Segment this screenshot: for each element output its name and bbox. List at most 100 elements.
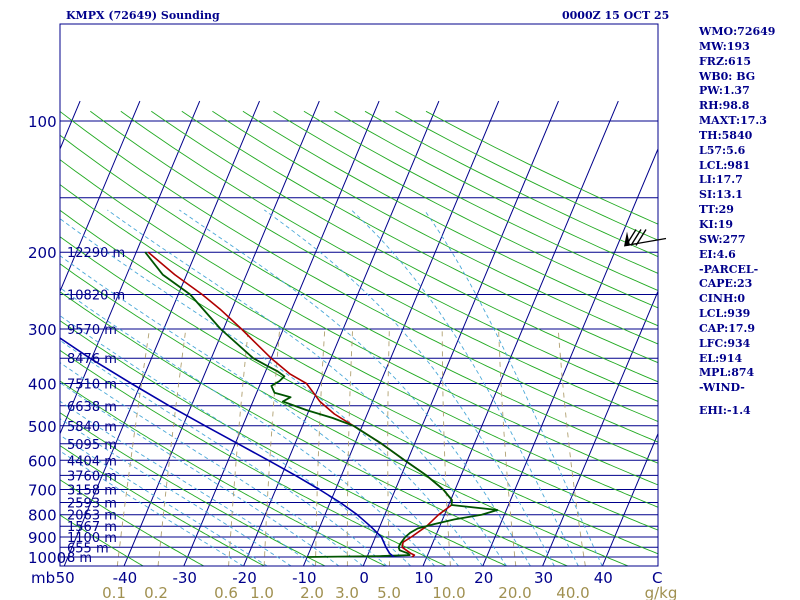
moist-adiabat <box>60 315 412 566</box>
height-label: 5840 m <box>67 420 117 435</box>
wind-barb-feather <box>630 229 642 246</box>
index-item: TT:29 <box>699 203 734 217</box>
pressure-tick-label: 400 <box>28 375 57 393</box>
index-item: PW:1.37 <box>699 84 750 98</box>
plot-frame <box>59 23 659 567</box>
dry-adiabat <box>151 110 658 383</box>
dry-adiabat <box>181 110 658 364</box>
moist-adiabat <box>424 209 603 566</box>
mixing-ratio-line <box>315 328 326 566</box>
pressure-tick-label: 700 <box>28 481 57 499</box>
height-label: 1567 m <box>67 520 117 535</box>
mixing-ratio-label: 20.0 <box>498 584 531 600</box>
wind-barb-flag <box>624 231 630 247</box>
height-label: 8 m <box>67 551 92 566</box>
index-item: LI:17.7 <box>699 173 743 187</box>
pressure-tick-label: 500 <box>28 418 57 436</box>
index-item: LFC:934 <box>699 336 751 350</box>
dry-adiabat <box>60 445 266 566</box>
dry-adiabat <box>60 110 658 443</box>
isotherm-line <box>542 289 658 566</box>
dry-adiabat <box>60 479 205 566</box>
mixing-ratio-line <box>387 328 390 566</box>
height-label: 3158 m <box>67 483 117 498</box>
valid-time: 0000Z 15 OCT 25 <box>562 9 670 22</box>
index-item: CAP:17.9 <box>699 321 756 335</box>
temperature-tick-label: 30 <box>534 569 553 587</box>
isotherm-line <box>123 100 320 566</box>
index-item: MPL:874 <box>699 366 755 380</box>
height-label: 4404 m <box>67 454 117 469</box>
isotherm-line <box>0 101 20 568</box>
isotherm-line <box>63 100 260 566</box>
wind-barb <box>624 229 667 247</box>
dry-adiabat <box>60 184 658 508</box>
mixing-ratio-label: 10.0 <box>432 584 465 600</box>
height-label: 7510 m <box>67 377 117 392</box>
dry-adiabat <box>60 320 508 566</box>
moist-adiabat <box>264 209 555 566</box>
index-item <box>699 396 775 404</box>
indices-panel: WMO:72649 MW:193 FRZ:615 WB0: BG PW:1.37 RH:9… <box>699 25 775 419</box>
y-axis-unit-label: mb <box>31 569 55 587</box>
temperature-tick-label: -20 <box>232 569 257 587</box>
dry-adiabat <box>60 349 448 566</box>
moist-adiabat <box>60 255 460 566</box>
index-item: MW:193 <box>699 39 750 53</box>
index-item: -PARCEL- <box>699 262 759 276</box>
x-axis-unit-label: C <box>652 569 662 587</box>
pressure-tick-label: 100 <box>28 113 57 131</box>
dry-adiabat <box>60 514 145 566</box>
index-item: EL:914 <box>699 351 743 365</box>
temperature-tick-label: 40 <box>594 569 613 587</box>
dry-adiabat <box>120 110 658 402</box>
index-item: FRZ:615 <box>699 54 752 68</box>
height-label: 5095 m <box>67 438 117 453</box>
mixing-ratio-label: 3.0 <box>335 584 359 600</box>
wind-barb-feather <box>635 229 647 246</box>
parcel-line <box>60 337 395 558</box>
index-item: SW:277 <box>699 232 746 246</box>
moist-adiabat <box>60 339 388 566</box>
moist-adiabat <box>60 434 268 566</box>
dry-adiabat <box>242 110 658 327</box>
dry-adiabat <box>60 380 387 566</box>
index-item: TH:5840 <box>699 128 753 142</box>
moist-adiabat <box>60 400 316 566</box>
pressure-tick-label: 1000 <box>28 549 66 567</box>
index-item: RH:98.8 <box>699 99 750 113</box>
mixing-ratio-label: 0.6 <box>214 584 238 600</box>
height-label: 1100 m <box>67 531 117 546</box>
moist-adiabat <box>60 361 364 566</box>
height-label: 655 m <box>67 541 109 556</box>
mixing-ratio-line <box>557 328 586 566</box>
temperature-tick-label: -10 <box>292 569 317 587</box>
pressure-tick-label: 800 <box>28 507 57 525</box>
index-item: SI:13.1 <box>699 188 743 202</box>
height-label: 3760 m <box>67 469 117 484</box>
pressure-tick-label: 600 <box>28 452 57 470</box>
height-label: 10820 m <box>67 289 125 304</box>
index-item: KI:19 <box>699 217 734 231</box>
dry-adiabat <box>212 110 658 345</box>
moist-adiabat <box>60 218 484 566</box>
isotherm-line <box>482 147 658 566</box>
mixing-ratio-line <box>263 328 281 566</box>
index-item: CINH:0 <box>699 292 746 306</box>
dry-adiabat <box>60 263 630 566</box>
dry-adiabat <box>90 110 658 422</box>
mixing-ratio-line <box>346 328 354 566</box>
dry-adiabat <box>60 412 327 566</box>
index-item: EHI:-1.4 <box>699 404 751 418</box>
height-label: 8476 m <box>67 352 117 367</box>
index-item: EI:4.6 <box>699 247 736 261</box>
height-label: 2063 m <box>67 509 117 524</box>
isotherm-line <box>60 100 201 435</box>
temperature-tick-label: -40 <box>113 569 138 587</box>
mixing-ratio-label: 5.0 <box>377 584 401 600</box>
index-item: MAXT:17.3 <box>699 114 767 128</box>
sounding-profiles <box>60 251 499 558</box>
station-title: KMPX (72649) Sounding <box>66 9 220 22</box>
